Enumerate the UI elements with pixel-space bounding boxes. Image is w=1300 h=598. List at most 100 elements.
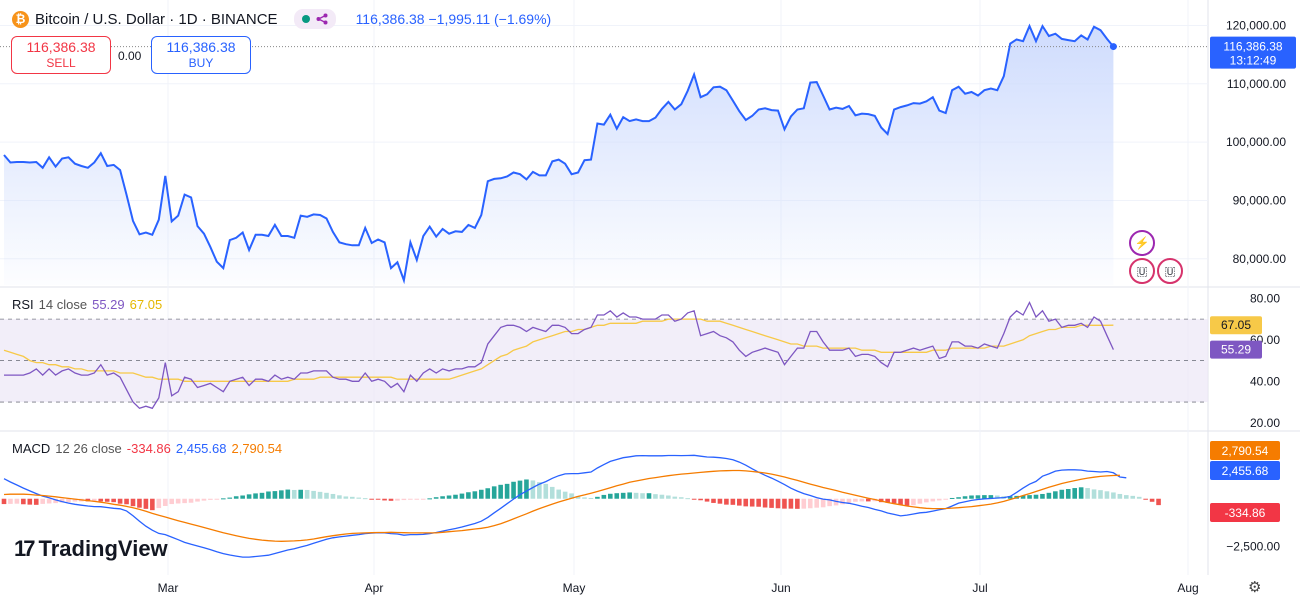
last-price-dot (1109, 43, 1117, 51)
signal-value-tag-label: 2,790.54 (1222, 444, 1269, 458)
histogram-bar (711, 498, 716, 503)
histogram-bar (414, 498, 420, 500)
signal-value-tag-bg (1210, 441, 1280, 460)
histogram-bar (201, 498, 207, 501)
histogram-bar (788, 498, 794, 509)
histogram-bar (337, 495, 342, 499)
histogram-bar (904, 498, 910, 506)
us-flag-event-icon[interactable]: 🇺 (1129, 258, 1155, 284)
histogram-bar (1098, 490, 1103, 499)
histogram-bar (1046, 492, 1052, 499)
x-tick-label: Jun (771, 581, 790, 595)
histogram-bar (433, 497, 439, 499)
histogram-bar (756, 498, 761, 507)
macd-legend[interactable]: MACD 12 26 close -334.86 2,455.68 2,790.54 (12, 441, 287, 456)
market-status-pill[interactable] (293, 9, 336, 29)
histogram-bar (833, 498, 839, 506)
histogram-bar (595, 496, 600, 499)
histogram-bar (350, 496, 355, 499)
histogram-bar (369, 498, 374, 500)
x-tick-label: May (563, 581, 586, 595)
histogram-bar (543, 483, 549, 499)
spread-value: 0.00 (118, 49, 142, 63)
sell-button[interactable]: 116,386.38 SELL (11, 36, 111, 74)
histogram-bar (279, 490, 284, 499)
rsi-ma-value-label: 67.05 (1221, 318, 1251, 332)
histogram-bar (1136, 496, 1142, 499)
x-tick-label: Jul (972, 581, 987, 595)
histogram-bar (8, 498, 13, 504)
histogram-bar (646, 493, 652, 499)
histogram-bar (356, 497, 362, 499)
histogram-bar (330, 493, 336, 499)
y-tick-label: 90,000.00 (1233, 193, 1287, 207)
histogram-bar (472, 491, 478, 499)
histogram-bar (775, 498, 781, 509)
histogram-bar (569, 493, 574, 499)
histogram-bar (898, 498, 903, 505)
histogram-bar (259, 492, 265, 499)
histogram-bar (846, 498, 852, 503)
macd-legend-name: MACD (12, 441, 51, 456)
tradingview-mark: 17 (14, 536, 36, 561)
histogram-bar (111, 498, 116, 503)
histogram-bar (408, 498, 413, 500)
rsi-legend-name: RSI (12, 297, 34, 312)
settings-gear-icon[interactable]: ⚙ (1248, 579, 1262, 596)
buy-price: 116,386.38 (166, 39, 236, 55)
share-icon (316, 13, 328, 25)
histogram-bar (724, 498, 729, 505)
rsi-value-tag (1210, 340, 1262, 359)
histogram-bar (524, 479, 529, 499)
histogram-bar (1053, 491, 1058, 499)
histogram-bar (27, 498, 33, 505)
histogram-bar (685, 498, 690, 500)
histogram-value-tag-label: -334.86 (1225, 506, 1266, 520)
histogram-bar (1065, 489, 1071, 499)
histogram-bar (885, 498, 890, 503)
macd-value-tag-bg (1210, 461, 1280, 480)
histogram-bar (169, 498, 174, 505)
histogram-bar (698, 498, 703, 501)
histogram-bar (459, 493, 465, 499)
histogram-bar (956, 497, 961, 499)
histogram-bar (304, 489, 310, 499)
x-tick-label: Aug (1177, 581, 1198, 595)
y-tick-label: 100,000.00 (1226, 135, 1286, 149)
histogram-bar (420, 498, 426, 500)
buy-label: BUY (188, 56, 214, 70)
histogram-bar (240, 495, 245, 499)
histogram-bar (382, 498, 387, 501)
signal-legend-value: 2,790.54 (231, 441, 283, 456)
lightning-event-icon[interactable]: ⚡ (1129, 230, 1155, 256)
histogram-bar (291, 489, 297, 499)
symbol-title[interactable]: Bitcoin / U.S. Dollar · 1D · BINANCE (35, 10, 278, 28)
market-open-icon (301, 15, 310, 23)
rsi-y-tick-label: 80.00 (1250, 291, 1280, 305)
histogram-bar (936, 498, 942, 501)
histogram-bar (608, 493, 613, 499)
histogram-bar (53, 498, 58, 504)
histogram-bar (672, 496, 678, 499)
histogram-bar (246, 494, 252, 499)
rsi-y-tick-label: 40.00 (1250, 374, 1280, 388)
rsi-legend[interactable]: RSI 14 close 55.29 67.05 (12, 297, 167, 312)
histogram-bar (162, 498, 168, 506)
tradingview-logo: 17 TradingView (14, 536, 168, 562)
rsi-ma-legend-value: 67.05 (129, 297, 163, 312)
buy-button[interactable]: 116,386.38 BUY (151, 36, 251, 74)
histogram-bar (92, 498, 97, 502)
histogram-bar (466, 492, 471, 499)
histogram-bar (214, 498, 220, 500)
histogram-bar (988, 495, 994, 499)
histogram-bar (21, 498, 26, 505)
histogram-bar (59, 498, 65, 503)
chart-header: ₿ Bitcoin / U.S. Dollar · 1D · BINANCE 1… (12, 9, 551, 29)
histogram-bar (401, 498, 407, 501)
histogram-bar (1078, 487, 1084, 499)
histogram-bar (704, 498, 710, 502)
us-flag-event-group-icon[interactable]: 🇺 (1157, 258, 1183, 284)
histogram-bar (549, 486, 555, 499)
histogram-bar (924, 498, 929, 503)
